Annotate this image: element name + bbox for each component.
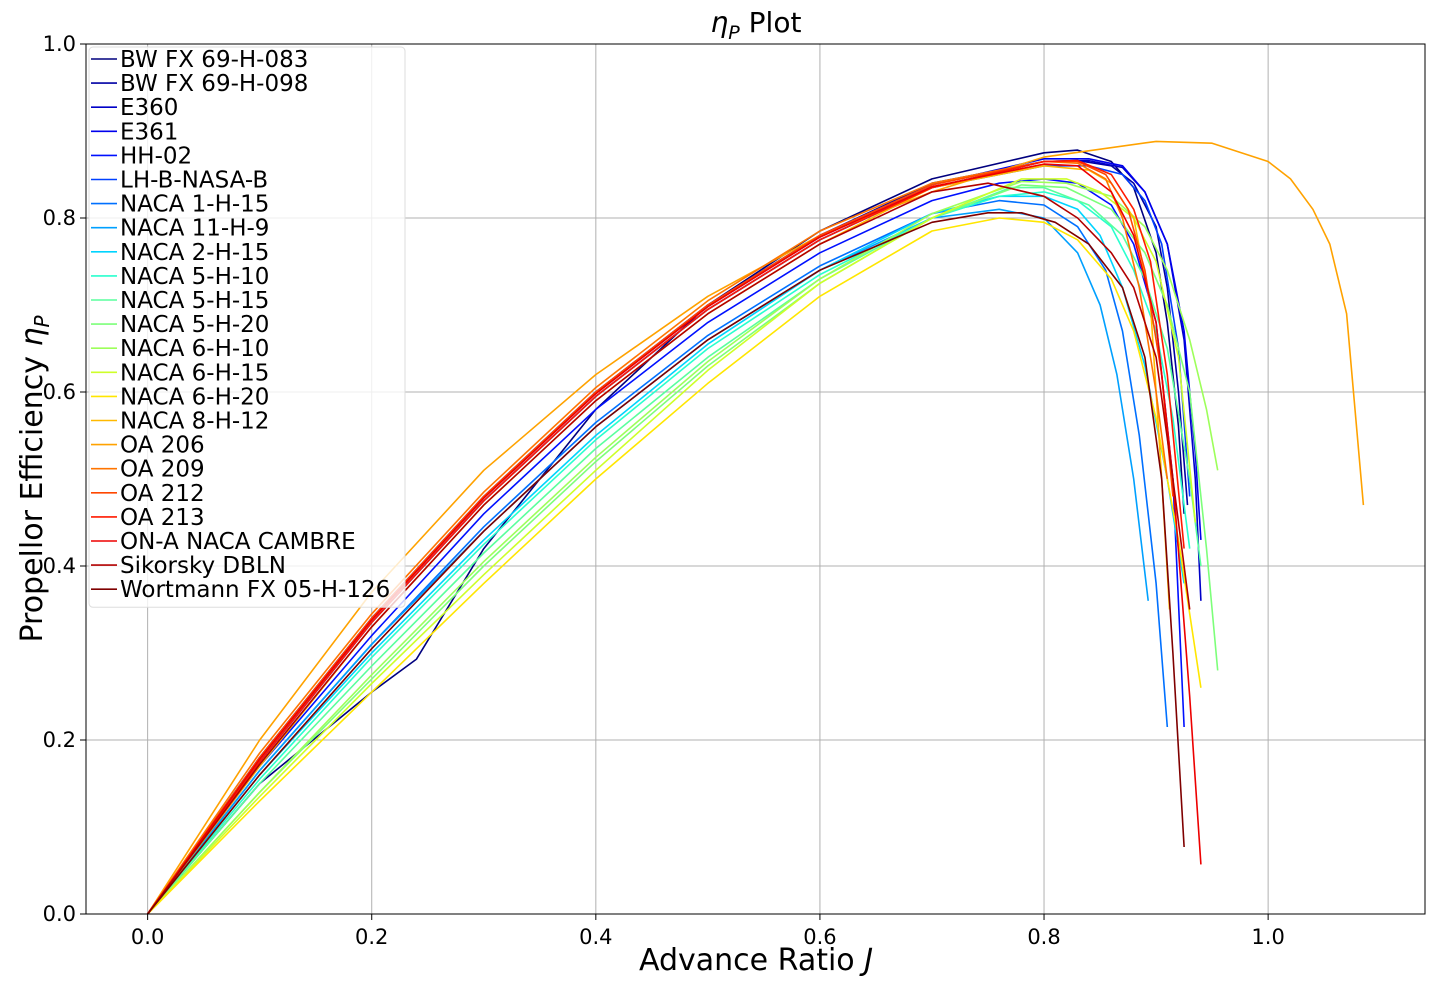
series-line-19 bbox=[146, 159, 1185, 915]
series-line-20 bbox=[146, 163, 1202, 915]
x-tick-label: 0.8 bbox=[1027, 925, 1060, 949]
y-tick-label: 0.4 bbox=[43, 554, 76, 578]
x-axis-label: Advance Ratio J bbox=[639, 943, 873, 978]
x-tick-label: 0.0 bbox=[131, 925, 164, 949]
legend-label: NACA 5-H-10 bbox=[120, 264, 269, 290]
legend-label: NACA 1-H-15 bbox=[120, 192, 269, 218]
legend-label: HH-02 bbox=[120, 143, 192, 169]
y-axis-label-subscript: P bbox=[30, 315, 54, 328]
series-line-12 bbox=[147, 180, 1219, 915]
series-line-4 bbox=[146, 178, 1185, 915]
y-tick-label: 0.2 bbox=[43, 728, 76, 752]
legend-label: NACA 5-H-20 bbox=[120, 312, 269, 338]
legend-label: OA 206 bbox=[120, 433, 205, 459]
legend-label: Wortmann FX 05-H-126 bbox=[120, 577, 390, 603]
x-axis-ticks: 0.0 0.2 0.4 0.6 0.8 1.0 bbox=[131, 914, 1285, 949]
title-symbol: η bbox=[711, 6, 729, 39]
x-tick-label: 0.6 bbox=[803, 925, 836, 949]
series-line-22 bbox=[146, 212, 1185, 915]
x-tick-label: 1.0 bbox=[1251, 925, 1284, 949]
series-line-21 bbox=[146, 182, 1191, 915]
legend-label: NACA 11-H-9 bbox=[120, 216, 269, 242]
legend-label: E361 bbox=[120, 119, 178, 145]
x-tick-label: 0.4 bbox=[579, 925, 612, 949]
title-subscript: P bbox=[728, 22, 740, 44]
series-line-11 bbox=[147, 184, 1219, 915]
legend-label: NACA 6-H-10 bbox=[120, 336, 269, 362]
legend-label: ON-A NACA CAMBRE bbox=[120, 529, 356, 555]
y-axis-label-text: Propellor Efficiency bbox=[15, 347, 50, 643]
y-tick-label: 0.8 bbox=[43, 206, 76, 230]
series-line-17 bbox=[146, 160, 1169, 915]
series-line-18 bbox=[146, 160, 1174, 915]
legend-label: LH-B-NASA-B bbox=[120, 168, 268, 194]
legend-label: BW FX 69-H-083 bbox=[120, 47, 308, 73]
series-line-14 bbox=[147, 217, 1202, 915]
legend-label: Sikorsky DBLN bbox=[120, 553, 286, 579]
y-tick-label: 1.0 bbox=[43, 32, 76, 56]
y-axis-label: Propellor Efficiency ηP bbox=[15, 315, 54, 643]
legend-label: NACA 6-H-20 bbox=[120, 384, 269, 410]
legend-label: NACA 2-H-15 bbox=[120, 240, 269, 266]
series-group bbox=[146, 140, 1365, 915]
legend-label: E360 bbox=[120, 95, 178, 121]
y-axis-ticks: 0.0 0.2 0.4 0.6 0.8 1.0 bbox=[43, 32, 86, 926]
chart-title: ηP Plot bbox=[711, 6, 802, 44]
y-tick-label: 0.0 bbox=[43, 902, 76, 926]
y-axis-label-symbol: η bbox=[15, 328, 50, 347]
title-rest: Plot bbox=[740, 6, 802, 39]
y-tick-label: 0.6 bbox=[43, 380, 76, 404]
legend-label: BW FX 69-H-098 bbox=[120, 71, 308, 97]
x-axis-label-text: Advance Ratio bbox=[639, 943, 864, 978]
legend-label: NACA 8-H-12 bbox=[120, 409, 269, 435]
series-line-9 bbox=[146, 191, 1191, 915]
series-line-13 bbox=[147, 178, 1197, 915]
legend-box bbox=[88, 46, 406, 608]
legend-label: OA 213 bbox=[120, 505, 205, 531]
legend-label: OA 212 bbox=[120, 481, 205, 507]
plot-frame bbox=[85, 43, 1426, 915]
series-line-16 bbox=[146, 140, 1365, 915]
legend-label: NACA 6-H-15 bbox=[120, 360, 269, 386]
x-tick-label: 0.2 bbox=[355, 925, 388, 949]
legend-label: NACA 5-H-15 bbox=[120, 288, 269, 314]
legend-label: OA 209 bbox=[120, 457, 205, 483]
